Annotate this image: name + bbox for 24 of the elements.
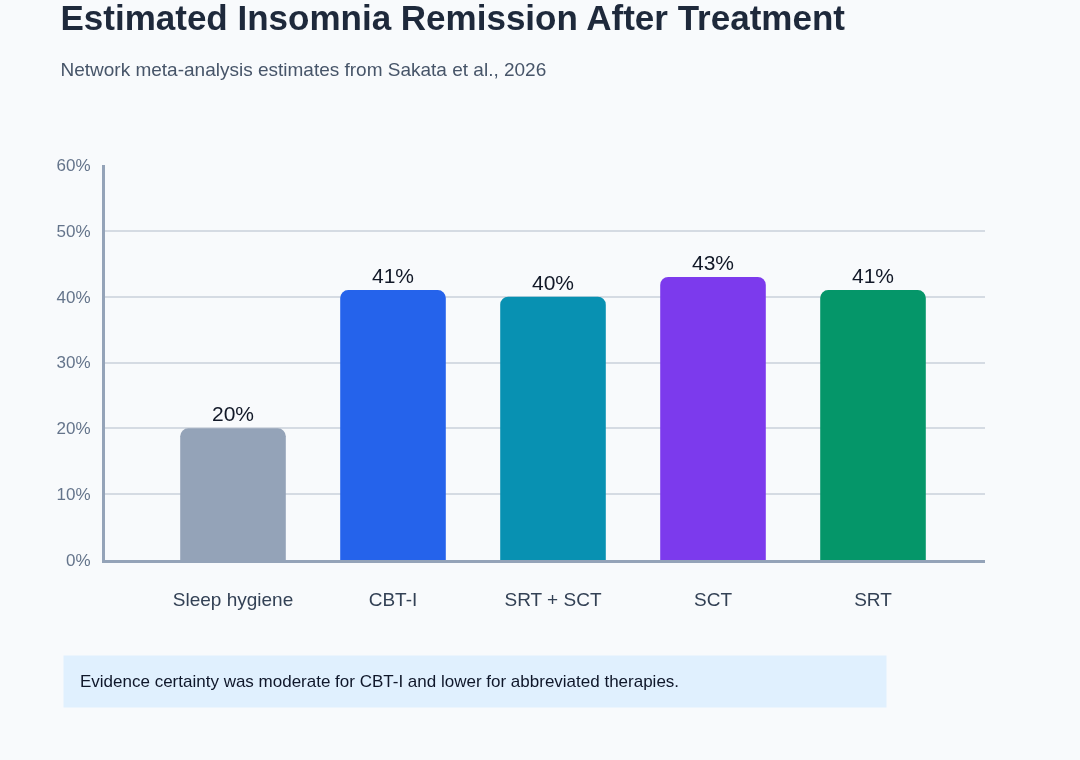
x-tick-label: SCT <box>694 588 733 610</box>
bar <box>500 296 606 560</box>
y-tick-label: 20% <box>56 419 91 439</box>
data-label: 40% <box>531 270 575 294</box>
chart-title: Estimated Insomnia Remission After Treatment <box>60 0 846 38</box>
y-tick-label: 50% <box>56 221 91 241</box>
y-tick-label: 40% <box>56 287 91 307</box>
x-tick-label: CBT-I <box>368 588 418 610</box>
y-tick-label: 60% <box>56 155 91 175</box>
bar <box>820 290 926 560</box>
y-tick-label: 10% <box>56 485 91 505</box>
x-tick-label: Sleep hygiene <box>172 588 294 610</box>
data-label: 43% <box>691 250 735 274</box>
y-tick-label: 0% <box>66 550 91 570</box>
data-label: 20% <box>211 402 255 426</box>
chart-subtitle: Network meta-analysis estimates from Sakata et al., 2026 <box>60 58 547 80</box>
bar <box>340 290 446 560</box>
bar <box>660 276 766 560</box>
text: Evidence certainty was moderate for CBT-I and lower for abbreviated therapies. <box>80 672 680 691</box>
data-label: 41% <box>851 264 895 288</box>
y-tick-label: 30% <box>56 353 91 373</box>
data-label: 41% <box>371 264 415 288</box>
x-tick-label: SRT <box>854 588 893 610</box>
x-tick-label: SRT + SCT <box>504 588 602 610</box>
